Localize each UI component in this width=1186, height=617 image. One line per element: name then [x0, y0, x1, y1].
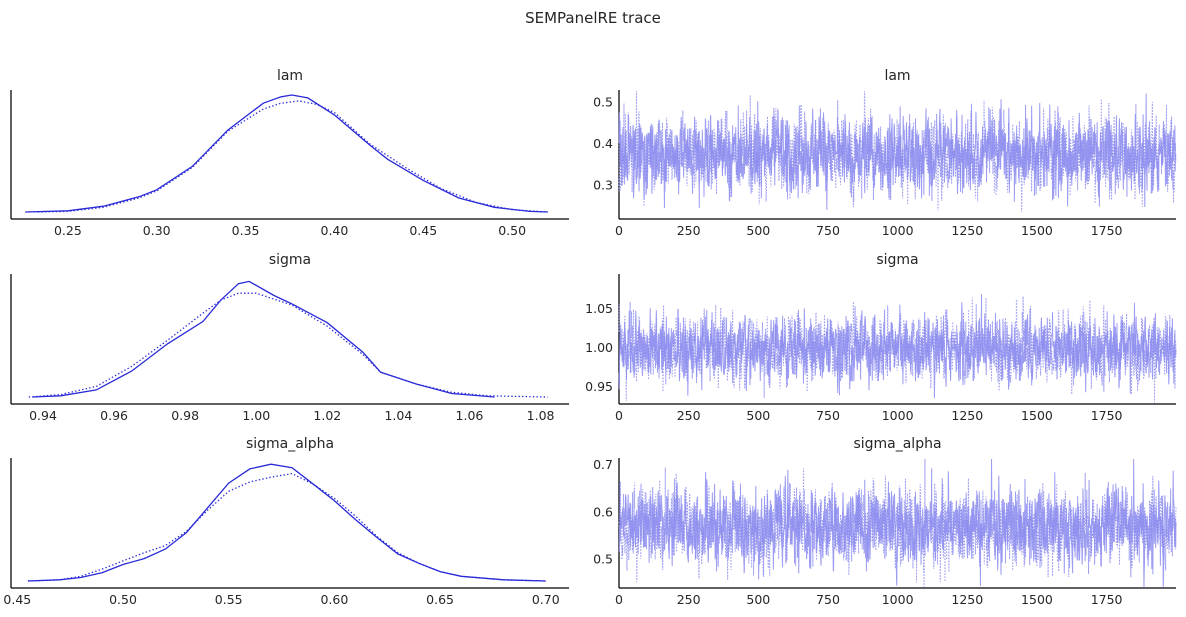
y-tick-label: 0.5 — [593, 552, 613, 567]
x-tick-label: 0.45 — [3, 592, 31, 607]
x-tick-label: 1250 — [951, 223, 983, 238]
x-tick-label: 0 — [615, 592, 623, 607]
x-tick-label: 0.60 — [320, 592, 348, 607]
y-tick-label: 0.7 — [593, 457, 613, 472]
x-tick-label: 0.50 — [498, 223, 526, 238]
x-tick-label: 0.25 — [54, 223, 82, 238]
x-tick-label: 0.94 — [29, 408, 57, 423]
x-tick-label: 0.50 — [109, 592, 137, 607]
x-tick-label: 250 — [677, 592, 701, 607]
x-tick-label: 1750 — [1091, 592, 1123, 607]
x-tick-label: 1.08 — [527, 408, 555, 423]
y-tick-label: 1.05 — [585, 301, 613, 316]
density-line-chain-0 — [32, 280, 495, 398]
trace-line-chain-1 — [618, 458, 1177, 588]
x-tick-label: 1250 — [951, 408, 983, 423]
density-line-chain-1 — [28, 292, 548, 398]
x-tick-label: 1250 — [951, 592, 983, 607]
figure-title: SEMPanelRE trace — [525, 9, 661, 27]
panel-4-density: sigma_alpha 0.45 0.50 0.55 0.60 0.65 0.70 — [3, 436, 569, 607]
density-line-chain-0 — [27, 463, 546, 582]
density-line-chain-1 — [37, 100, 548, 213]
panel-0-density: lam 0.25 0.30 0.35 0.40 0.45 0.50 — [10, 68, 569, 238]
y-tick-label: 0.3 — [593, 178, 613, 193]
x-tick-label: 250 — [677, 223, 701, 238]
x-tick-label: 1.00 — [242, 408, 270, 423]
x-tick-label: 0.98 — [171, 408, 199, 423]
x-tick-label: 1000 — [882, 592, 914, 607]
x-tick-label: 1.04 — [384, 408, 412, 423]
x-tick-label: 1000 — [882, 223, 914, 238]
y-tick-label: 0.5 — [593, 94, 613, 109]
x-tick-label: 1.06 — [456, 408, 484, 423]
x-tick-label: 500 — [746, 592, 770, 607]
panel-title: sigma — [269, 252, 311, 268]
panel-1-trace: lam 0 250 500 750 1000 1250 1500 1750 0.3 0.4 0.5 — [593, 68, 1177, 238]
x-tick-label: 0.55 — [215, 592, 243, 607]
density-line-chain-1 — [27, 472, 546, 582]
trace-line-chain-1 — [618, 91, 1177, 212]
x-tick-label: 0.65 — [426, 592, 454, 607]
x-tick-label: 1500 — [1021, 592, 1053, 607]
x-tick-label: 0.35 — [232, 223, 260, 238]
x-tick-label: 750 — [816, 223, 840, 238]
panel-title: sigma_alpha — [853, 436, 941, 452]
x-tick-label: 750 — [816, 592, 840, 607]
x-tick-label: 1750 — [1091, 408, 1123, 423]
x-tick-label: 0.30 — [143, 223, 171, 238]
x-tick-label: 250 — [677, 408, 701, 423]
trace-line-chain-0 — [618, 458, 1177, 588]
panel-title: lam — [884, 68, 910, 84]
x-tick-label: 0.45 — [409, 223, 437, 238]
density-line-chain-0 — [25, 94, 548, 213]
y-tick-label: 0.95 — [585, 379, 613, 394]
y-tick-label: 0.4 — [593, 136, 613, 151]
y-tick-label: 0.6 — [593, 504, 613, 519]
x-tick-label: 0.96 — [100, 408, 128, 423]
x-tick-label: 0 — [615, 408, 623, 423]
x-tick-label: 500 — [746, 408, 770, 423]
panel-3-trace: sigma 0 250 500 750 1000 1250 1500 1750 0.95 1.00 1… — [585, 252, 1177, 423]
panel-title: lam — [277, 68, 303, 84]
x-tick-label: 0 — [615, 223, 623, 238]
y-tick-label: 1.00 — [585, 340, 613, 355]
panel-2-density: sigma 0.94 0.96 0.98 1.00 1.02 1.04 1.06 1.08 — [10, 252, 569, 423]
x-tick-label: 1500 — [1021, 408, 1053, 423]
x-tick-label: 1.02 — [313, 408, 341, 423]
x-tick-label: 0.40 — [321, 223, 349, 238]
panel-title: sigma — [876, 252, 918, 268]
x-tick-label: 1500 — [1021, 223, 1053, 238]
x-tick-label: 1750 — [1091, 223, 1123, 238]
x-tick-label: 750 — [816, 408, 840, 423]
x-tick-label: 0.70 — [532, 592, 560, 607]
x-tick-label: 500 — [746, 223, 770, 238]
x-tick-label: 1000 — [882, 408, 914, 423]
panel-title: sigma_alpha — [246, 436, 334, 452]
trace-line-chain-1 — [618, 296, 1177, 403]
panel-5-trace: sigma_alpha 0 250 500 750 1000 1250 1500 1750 0.5… — [593, 436, 1177, 607]
